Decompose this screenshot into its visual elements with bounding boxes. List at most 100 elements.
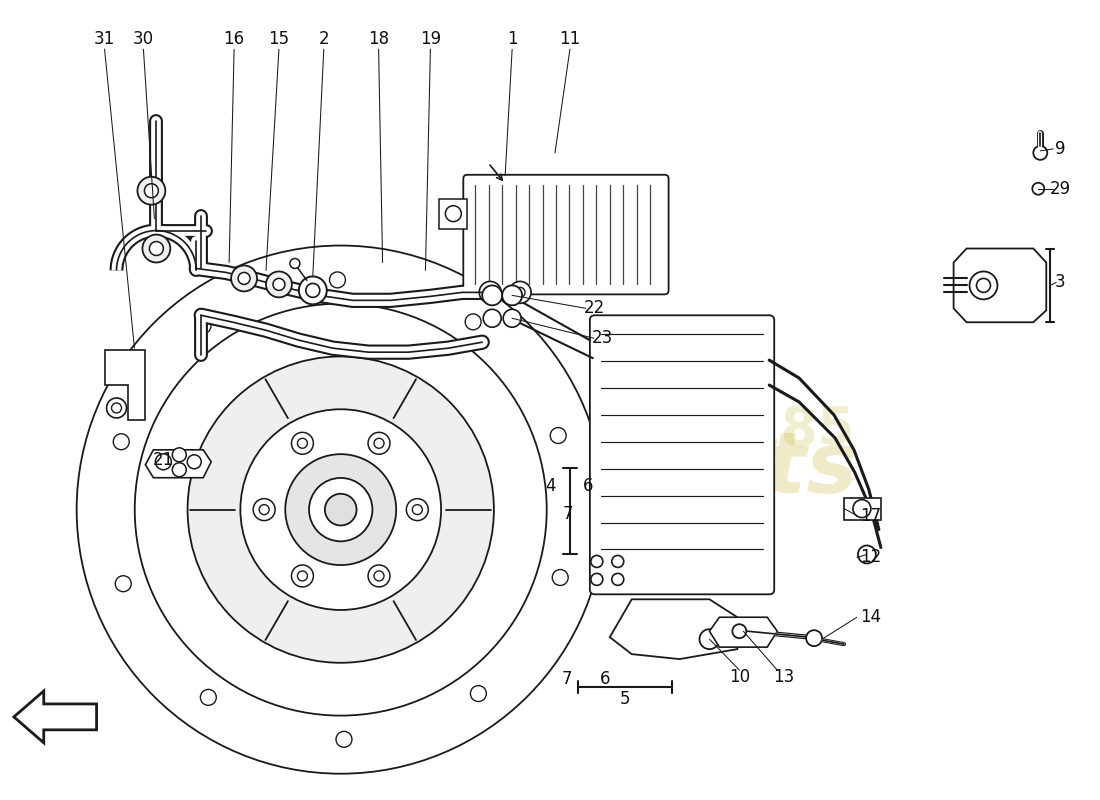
Circle shape [412,505,422,514]
Circle shape [852,500,871,518]
Circle shape [113,434,129,450]
Circle shape [187,455,201,469]
Circle shape [200,690,217,706]
Text: 7: 7 [562,670,572,688]
Circle shape [336,731,352,747]
Text: 10: 10 [729,668,750,686]
Text: 3: 3 [1055,274,1066,291]
Circle shape [471,686,486,702]
Circle shape [806,630,822,646]
Circle shape [483,310,502,327]
Circle shape [406,498,428,521]
Circle shape [446,206,461,222]
Circle shape [374,571,384,581]
Circle shape [700,630,719,649]
Circle shape [1033,146,1047,160]
Circle shape [1032,182,1044,194]
Circle shape [150,242,163,255]
Circle shape [173,448,186,462]
Text: 12: 12 [860,549,881,566]
Circle shape [509,282,531,303]
Circle shape [969,271,998,299]
Circle shape [977,278,990,292]
Text: 22: 22 [584,299,605,318]
Polygon shape [439,198,468,229]
Text: 16: 16 [223,30,244,48]
Circle shape [116,576,131,592]
Circle shape [503,286,522,306]
Text: 19: 19 [420,30,441,48]
Circle shape [324,494,356,526]
Text: 2: 2 [319,30,329,48]
FancyBboxPatch shape [590,315,774,594]
Circle shape [292,432,313,454]
Circle shape [134,304,547,716]
Text: eurocarparts: eurocarparts [231,428,859,511]
Circle shape [299,277,327,304]
Text: 11: 11 [559,30,581,48]
Circle shape [733,624,746,638]
Circle shape [231,266,257,291]
Circle shape [368,565,390,587]
Circle shape [552,570,569,586]
Text: 1: 1 [507,30,517,48]
Text: 5: 5 [619,690,630,708]
Circle shape [253,498,275,521]
Circle shape [142,234,170,262]
Text: 31: 31 [94,30,115,48]
FancyBboxPatch shape [463,174,669,294]
Circle shape [266,271,292,298]
Circle shape [77,246,605,774]
Circle shape [858,546,876,563]
Circle shape [591,574,603,586]
Circle shape [482,286,503,306]
Circle shape [107,398,126,418]
Text: 185: 185 [744,404,855,456]
Text: 17: 17 [860,506,881,525]
Circle shape [465,314,481,330]
Polygon shape [844,498,881,519]
Circle shape [374,438,384,448]
Circle shape [273,278,285,290]
Text: 21: 21 [153,450,174,469]
Text: 13: 13 [773,668,795,686]
Text: 15: 15 [268,30,289,48]
Circle shape [330,272,345,288]
Circle shape [292,565,313,587]
Circle shape [612,574,624,586]
Circle shape [144,184,158,198]
Circle shape [612,555,624,567]
Circle shape [241,410,441,610]
Text: 29: 29 [1049,180,1070,198]
Circle shape [111,403,121,413]
Circle shape [155,454,172,470]
Circle shape [188,357,494,662]
Circle shape [285,454,396,565]
Text: 6: 6 [583,477,593,494]
Circle shape [260,505,270,514]
Circle shape [503,310,521,327]
Circle shape [550,427,566,443]
Circle shape [297,571,307,581]
Polygon shape [954,249,1046,322]
Circle shape [591,555,603,567]
Text: 14: 14 [860,608,881,626]
Polygon shape [710,618,778,647]
Circle shape [480,282,502,303]
Text: 7: 7 [563,505,573,522]
Circle shape [368,432,390,454]
Circle shape [173,462,186,477]
Text: 18: 18 [368,30,389,48]
Text: 23: 23 [592,330,614,347]
Circle shape [138,177,165,205]
Circle shape [306,283,320,298]
Text: 30: 30 [133,30,154,48]
Circle shape [515,287,525,298]
Circle shape [297,438,307,448]
Polygon shape [145,450,211,478]
Polygon shape [14,691,97,743]
Circle shape [290,258,300,269]
Polygon shape [104,350,145,420]
Polygon shape [609,599,737,659]
Circle shape [238,273,250,285]
